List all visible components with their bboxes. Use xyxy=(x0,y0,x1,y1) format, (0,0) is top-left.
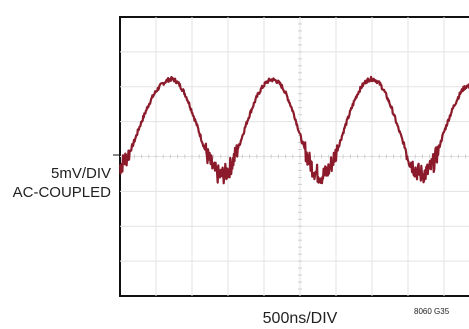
signal-trace xyxy=(118,75,469,185)
y-label-scale: 5mV/DIV xyxy=(51,165,111,182)
y-label-coupling: AC-COUPLED xyxy=(13,184,112,201)
figure-id: 8060 G35 xyxy=(414,307,450,316)
x-axis-label: 500ns/DIV xyxy=(263,310,338,327)
center-ticks xyxy=(126,23,467,290)
